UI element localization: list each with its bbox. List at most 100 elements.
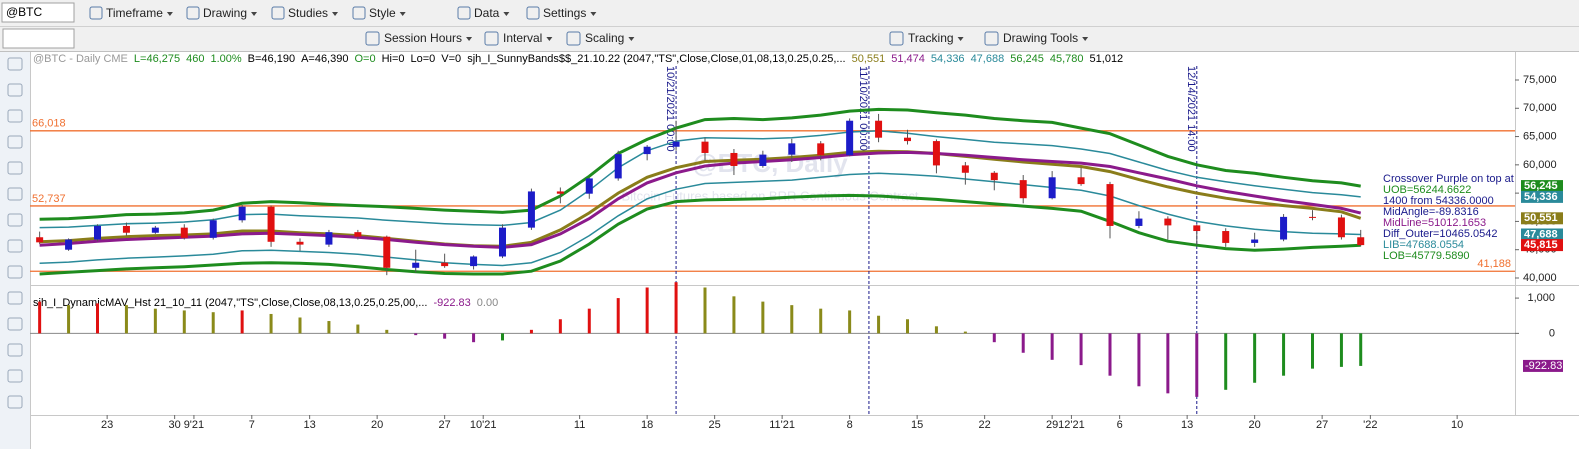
pane-header: Lo=0 (411, 53, 436, 65)
tool-icon[interactable] (7, 239, 23, 253)
tool-icon[interactable] (7, 213, 23, 227)
pane-header: 51,474 (891, 53, 925, 65)
candle-body (1077, 177, 1085, 185)
histogram-bar (211, 312, 215, 334)
histogram-bar (761, 301, 765, 334)
menu-button[interactable]: Studies (288, 6, 328, 20)
x-tick-label: 11'21 (769, 419, 795, 431)
histogram-bar (182, 310, 186, 334)
band-line (39, 150, 1362, 249)
candle-body (556, 191, 564, 194)
histogram-bar (67, 305, 71, 334)
pane-header: A=46,390 (301, 53, 348, 65)
candle-body (1357, 237, 1365, 246)
tool-icon[interactable] (7, 343, 23, 357)
x-tick-label: 12'21 (1058, 419, 1085, 431)
histogram-bar (1195, 333, 1199, 397)
histogram-bar (877, 315, 881, 334)
histogram-bar (38, 301, 42, 334)
histogram-bar (906, 319, 909, 334)
study-note: Crossover Purple on top at (1383, 173, 1514, 185)
band-line (39, 172, 1361, 267)
pane-header: 1.00% (210, 53, 241, 65)
x-tick-label: 7 (249, 419, 255, 431)
tool-icon[interactable] (7, 369, 23, 383)
candle-body (412, 262, 420, 268)
dropdown-arrow (399, 12, 406, 16)
horizontal-line-label: 52,737 (32, 193, 66, 205)
tool-icon[interactable] (7, 317, 23, 331)
histogram-bar (443, 333, 447, 339)
vertical-line-label: 11/10/2021 00:00 (857, 66, 869, 151)
x-tick-label: '22 (1363, 419, 1377, 431)
menu-button[interactable]: Timeframe (106, 6, 163, 20)
dropdown-arrow (251, 12, 258, 16)
menu-button[interactable]: Tracking (908, 31, 954, 45)
menu-button[interactable]: Drawing (203, 6, 247, 20)
pane-header: @BTC - Daily CME (33, 53, 128, 65)
price-tag (1521, 180, 1563, 193)
tool-icon[interactable] (7, 109, 23, 123)
tool-icon[interactable] (7, 291, 23, 305)
candle-body (1019, 180, 1027, 199)
menu-button[interactable]: Drawing Tools (1003, 31, 1078, 45)
study-note: LOB=45779.5890 (1383, 250, 1470, 262)
price-tag (1521, 190, 1563, 203)
candle-body (1164, 218, 1172, 226)
histogram-bar (472, 333, 476, 343)
price-tag-label: 54,336 (1524, 191, 1558, 203)
pane-header: B=46,190 (248, 53, 295, 65)
histogram-bar (96, 303, 99, 334)
tool-icon[interactable] (7, 83, 23, 97)
histogram-bar (298, 317, 302, 334)
histogram-bar (992, 333, 996, 343)
histogram-bar (1021, 333, 1025, 353)
y-tick-label: 60,000 (1523, 159, 1557, 171)
pane-header: 460 (186, 53, 204, 65)
tool-icon[interactable] (7, 135, 23, 149)
value-tag (1523, 359, 1563, 372)
y-tick-label: 0 (1549, 327, 1555, 339)
x-tick-label: 30 (169, 419, 181, 431)
menu-button[interactable]: Scaling (585, 31, 624, 45)
symbol-input[interactable] (1, 2, 75, 23)
watermark: @BTC, Daily (692, 148, 848, 178)
candle-body (672, 141, 680, 147)
menu-button[interactable]: Interval (503, 31, 542, 45)
dropdown-arrow (546, 37, 553, 41)
x-tick-label: 27 (1316, 419, 1328, 431)
menu-button[interactable]: Session Hours (384, 31, 462, 45)
menu-button[interactable]: Style (369, 6, 396, 20)
interval-input[interactable] (2, 28, 75, 49)
dropdown-arrow (1082, 37, 1089, 41)
candle-body (1048, 177, 1056, 199)
pane-header: sjh_I_SunnyBands$$_21.10.22 (2047,"TS",C… (467, 53, 845, 65)
menu-icon (352, 6, 366, 20)
histogram-bar (703, 287, 707, 334)
histogram-bar (1137, 333, 1141, 387)
band-line (39, 149, 1362, 248)
y-tick-label: 40,000 (1523, 272, 1557, 284)
candle-body (238, 206, 246, 221)
menu-button[interactable]: Data (474, 6, 500, 20)
tool-icon[interactable] (7, 265, 23, 279)
menu-button[interactable]: Settings (543, 6, 586, 20)
study-note: UOB=56244.6622 (1383, 184, 1471, 196)
menu-icon (526, 6, 540, 20)
tool-icon[interactable] (7, 161, 23, 175)
histogram-bar (558, 319, 562, 334)
candle-body (441, 262, 449, 267)
histogram-bar (674, 282, 678, 334)
pane-header: -922.83 (433, 297, 470, 309)
tool-icon[interactable] (7, 187, 23, 201)
histogram-bar (645, 287, 649, 334)
candle-body (209, 220, 217, 238)
pane-header: 54,336 (931, 53, 965, 65)
study-note: Diff_Outer=10465.0542 (1383, 228, 1497, 240)
tool-icon[interactable] (7, 57, 23, 71)
menu-icon (566, 31, 581, 46)
histogram-bar (790, 305, 794, 334)
tool-icon[interactable] (7, 395, 23, 409)
band-line (39, 193, 1361, 276)
x-tick-label: 15 (911, 419, 923, 431)
